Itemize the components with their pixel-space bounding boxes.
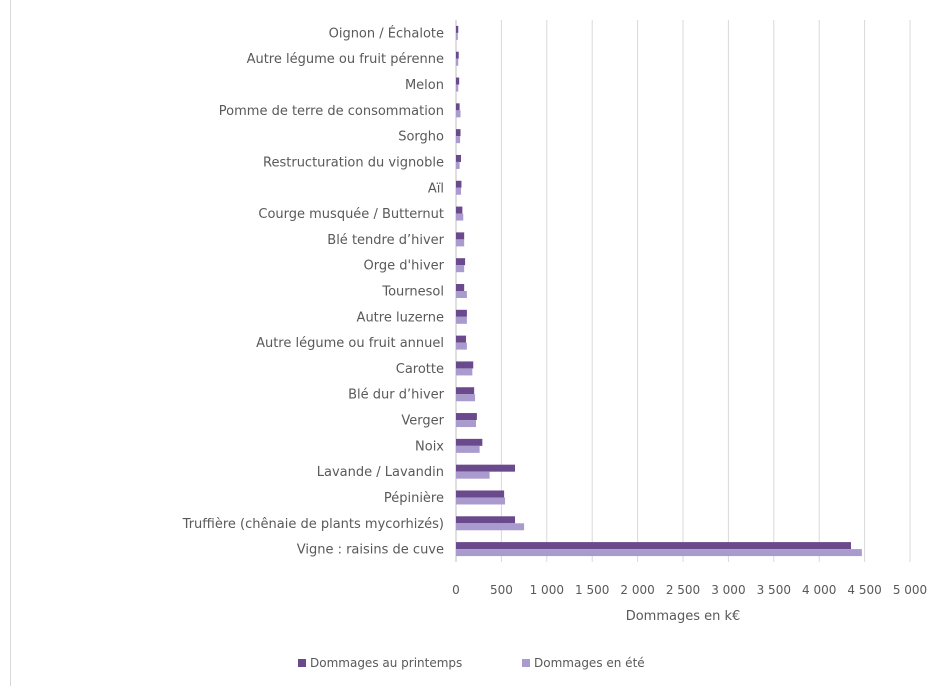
- x-tick-label: 500: [490, 583, 513, 597]
- category-label: Aïl: [428, 181, 444, 196]
- bar-ete: [456, 497, 506, 505]
- legend-swatch: [522, 659, 530, 667]
- x-tick-label: 5 000: [893, 583, 927, 597]
- gridlines: [455, 20, 911, 562]
- bar-printemps: [456, 516, 516, 524]
- x-tick-labels: 0 500 1 000 1 500 2 000 2 500 3 000 3 500 4 000 4…: [452, 583, 927, 597]
- bar-printemps: [456, 309, 467, 317]
- bar-printemps: [456, 129, 461, 137]
- bar-ete: [456, 187, 461, 195]
- legend-label: Dommages au printemps: [310, 656, 462, 670]
- x-tick-label: 2 500: [666, 583, 700, 597]
- category-label: Autre luzerne: [357, 310, 444, 325]
- category-label: Blé tendre d’hiver: [327, 233, 444, 248]
- category-label: Pépinière: [384, 491, 444, 506]
- category-labels: Oignon / Échalote Autre légume ou fruit p…: [182, 25, 445, 557]
- bar-printemps: [456, 387, 475, 395]
- bar-printemps: [456, 25, 459, 33]
- x-tick-label: 0: [452, 583, 460, 597]
- category-label: Truffière (chênaie de plants mycorhizés): [182, 517, 444, 532]
- category-label: Pomme de terre de consommation: [219, 104, 444, 119]
- category-label: Autre légume ou fruit pérenne: [247, 52, 444, 67]
- category-label: Courge musquée / Butternut: [258, 207, 444, 222]
- category-label: Vigne : raisins de cuve: [297, 543, 444, 558]
- legend: Dommages au printemps Dommages en été: [298, 656, 645, 670]
- bar-ete: [456, 110, 461, 118]
- bar-printemps: [456, 51, 459, 59]
- category-label: Verger: [401, 414, 444, 429]
- bar-ete: [456, 471, 490, 479]
- bar-printemps: [456, 180, 462, 188]
- bar-printemps: [456, 258, 466, 266]
- bar-ete: [456, 445, 480, 453]
- x-tick-label: 1 500: [575, 583, 609, 597]
- bar-printemps: [456, 490, 505, 498]
- bar-ete: [456, 161, 460, 169]
- bars: [456, 25, 862, 557]
- bar-ete: [456, 32, 458, 40]
- bar-ete: [456, 523, 525, 531]
- category-label: Carotte: [396, 362, 444, 377]
- category-label: Sorgho: [398, 130, 444, 145]
- bar-ete: [456, 342, 467, 350]
- category-label: Melon: [405, 78, 444, 93]
- category-label: Blé dur d’hiver: [348, 388, 445, 403]
- bar-ete: [456, 136, 461, 144]
- legend-label: Dommages en été: [534, 656, 645, 670]
- bar-ete: [456, 368, 473, 376]
- x-tick-label: 2 000: [620, 583, 654, 597]
- x-tick-label: 3 500: [757, 583, 791, 597]
- bar-printemps: [456, 335, 466, 343]
- category-label: Tournesol: [381, 285, 444, 300]
- bar-ete: [456, 58, 459, 66]
- bar-ete: [456, 420, 476, 428]
- bar-printemps: [456, 103, 460, 111]
- bar-printemps: [456, 413, 477, 421]
- bar-ete: [456, 213, 464, 221]
- bar-printemps: [456, 77, 460, 85]
- bar-ete: [456, 265, 465, 273]
- bar-printemps: [456, 542, 851, 550]
- category-label: Noix: [415, 439, 444, 454]
- bar-printemps: [456, 361, 474, 369]
- x-tick-label: 1 000: [530, 583, 564, 597]
- category-label: Orge d'hiver: [364, 259, 445, 274]
- bar-ete: [456, 84, 459, 92]
- x-tick-label: 4 000: [802, 583, 836, 597]
- x-tick-label: 4 500: [847, 583, 881, 597]
- bar-ete: [456, 549, 862, 557]
- x-axis-title: Dommages en k€: [626, 609, 741, 624]
- bar-printemps: [456, 206, 463, 214]
- chart-frame: [10, 0, 936, 686]
- bar-printemps: [456, 438, 483, 446]
- bar-ete: [456, 291, 467, 298]
- category-label: Autre légume ou fruit annuel: [256, 336, 444, 351]
- category-label: Lavande / Lavandin: [317, 465, 444, 480]
- bar-printemps: [456, 464, 516, 472]
- bar-ete: [456, 394, 476, 402]
- category-label: Oignon / Échalote: [329, 25, 444, 41]
- category-label: Restructuration du vignoble: [263, 155, 444, 170]
- bar-printemps: [456, 232, 465, 240]
- bar-printemps: [456, 284, 465, 291]
- x-tick-label: 3 000: [711, 583, 745, 597]
- bar-printemps: [456, 154, 461, 162]
- bar-ete: [456, 316, 467, 324]
- bar-ete: [456, 239, 465, 247]
- legend-swatch: [298, 659, 306, 667]
